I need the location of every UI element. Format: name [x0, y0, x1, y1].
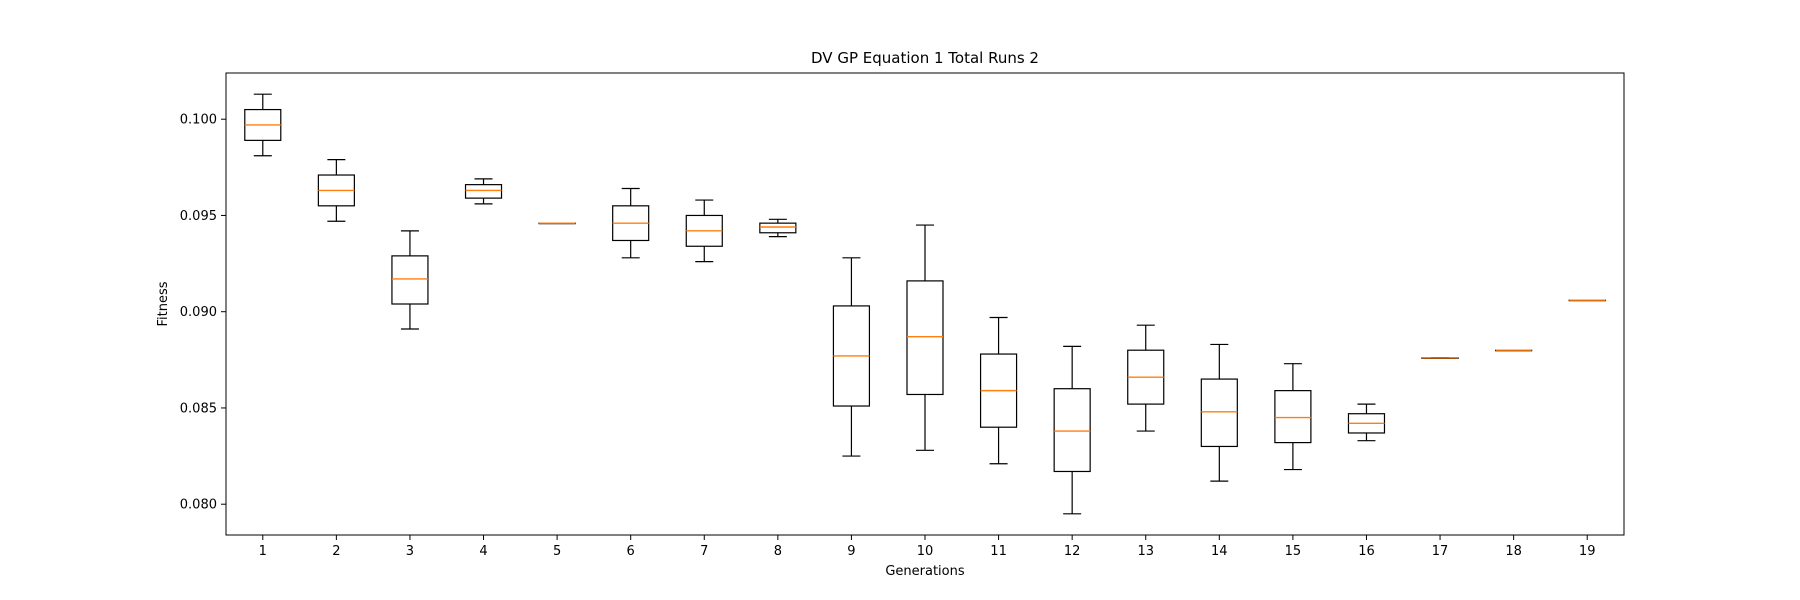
box-iqr — [391, 255, 429, 305]
x-tick-label: 2 — [332, 544, 340, 559]
box-iqr — [1274, 390, 1312, 444]
box-group — [1274, 363, 1312, 471]
y-tick-label: 0.100 — [180, 113, 217, 128]
x-axis: 1 2 3 4 5 6 7 8 9 10 11 12 13 14 15 16 17 18 19 — [259, 535, 1596, 559]
box-group — [1053, 345, 1091, 515]
chart-title: DV GP Equation 1 Total Runs 2 — [811, 49, 1039, 67]
x-tick-label: 7 — [700, 544, 708, 559]
x-tick-label: 9 — [847, 544, 855, 559]
y-tick-label: 0.095 — [180, 209, 217, 224]
x-tick-label: 11 — [990, 544, 1007, 559]
box-group — [685, 199, 723, 263]
box-iqr — [759, 222, 797, 234]
x-tick-label: 3 — [406, 544, 414, 559]
box-iqr — [1053, 388, 1091, 473]
box-group — [1568, 299, 1606, 302]
x-tick-label: 13 — [1137, 544, 1154, 559]
box-group — [464, 178, 503, 205]
box-group — [759, 218, 797, 238]
x-tick-label: 10 — [917, 544, 934, 559]
box-iqr — [906, 280, 944, 396]
plot-area — [244, 93, 1606, 515]
x-tick-label: 4 — [479, 544, 487, 559]
box-group — [906, 224, 944, 451]
box-iqr — [1200, 378, 1238, 448]
x-tick-label: 12 — [1064, 544, 1081, 559]
box-group — [391, 230, 429, 330]
y-axis: 0.080 0.085 0.090 0.095 0.100 — [180, 113, 226, 513]
x-tick-label: 17 — [1432, 544, 1449, 559]
y-axis-label: Fitness — [156, 281, 171, 326]
x-tick-label: 14 — [1211, 544, 1228, 559]
box-group — [979, 316, 1018, 465]
x-tick-label: 6 — [627, 544, 635, 559]
y-tick-label: 0.085 — [180, 401, 217, 416]
box-group — [1347, 403, 1386, 442]
x-axis-label: Generations — [885, 564, 965, 579]
y-tick-label: 0.090 — [180, 305, 217, 320]
x-tick-label: 15 — [1285, 544, 1302, 559]
x-tick-label: 19 — [1579, 544, 1596, 559]
box-group — [538, 222, 576, 225]
x-tick-label: 8 — [774, 544, 782, 559]
x-tick-label: 1 — [259, 544, 267, 559]
box-group — [1495, 349, 1533, 352]
box-group — [1421, 357, 1459, 359]
x-tick-label: 16 — [1358, 544, 1375, 559]
x-tick-label: 5 — [553, 544, 561, 559]
box-group — [1200, 343, 1238, 482]
box-iqr — [464, 184, 503, 199]
y-tick-label: 0.080 — [180, 498, 217, 513]
box-group — [612, 187, 650, 259]
box-group — [832, 257, 871, 457]
x-tick-label: 18 — [1505, 544, 1522, 559]
box-group — [1127, 324, 1165, 432]
box-group — [244, 93, 282, 157]
box-group — [317, 159, 355, 222]
